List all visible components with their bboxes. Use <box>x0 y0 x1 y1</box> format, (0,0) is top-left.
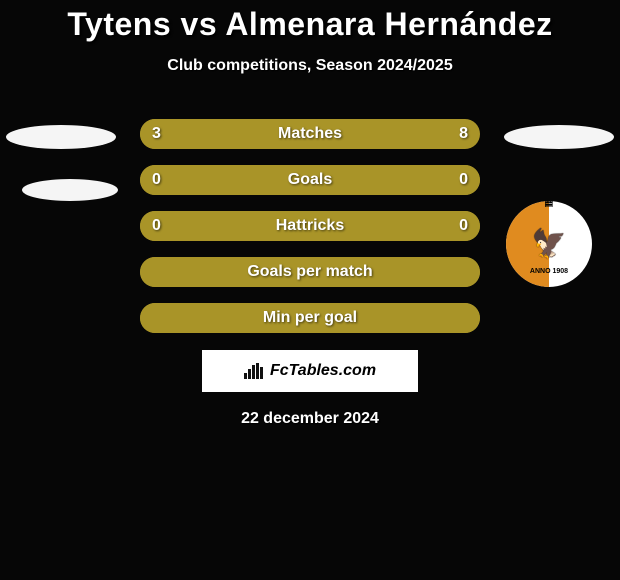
stat-bar-label: Goals <box>140 165 480 195</box>
footer-brand-box: FcTables.com <box>202 350 418 392</box>
stat-bar: Hattricks0 0 <box>140 211 480 241</box>
stat-bar: Matches3 8 <box>140 119 480 149</box>
footer-brand-text: FcTables.com <box>270 362 376 380</box>
stat-bar-right-value: 0 <box>459 165 468 195</box>
stat-bar-left-value: 3 <box>152 119 161 149</box>
stat-bar-right-value: 0 <box>459 211 468 241</box>
stat-bars: Matches38Goals00Hattricks00Goals per mat… <box>140 119 480 349</box>
stat-bar-label: Hattricks <box>140 211 480 241</box>
stat-bar-label: Goals per match <box>140 257 480 287</box>
stat-bar-label: Min per goal <box>140 303 480 333</box>
player1-name: Tytens <box>67 6 171 42</box>
bar-chart-icon <box>244 363 264 379</box>
player2-club-badge: ♛ 🦅 ANNO 1908 <box>506 201 592 287</box>
stat-bar: Goals per match <box>140 257 480 287</box>
stat-bar: Min per goal <box>140 303 480 333</box>
vs-label: vs <box>181 6 218 42</box>
crown-icon: ♛ <box>541 201 557 212</box>
player1-photo-placeholder <box>6 125 116 149</box>
subtitle: Club competitions, Season 2024/2025 <box>0 57 620 75</box>
comparison-title: Tytens vs Almenara Hernández <box>0 6 620 43</box>
stat-bar: Goals0 0 <box>140 165 480 195</box>
stat-bar-left-value: 0 <box>152 165 161 195</box>
player2-name: Almenara Hernández <box>225 6 552 42</box>
stat-bar-label: Matches <box>140 119 480 149</box>
stat-bar-left-value: 0 <box>152 211 161 241</box>
player2-photo-placeholder <box>504 125 614 149</box>
player1-club-placeholder <box>22 179 118 201</box>
club-badge-caption: ANNO 1908 <box>506 268 592 275</box>
stat-bar-right-value: 8 <box>459 119 468 149</box>
page-root: Tytens vs Almenara Hernández Club compet… <box>0 0 620 580</box>
eagle-icon: 🦅 <box>532 227 567 260</box>
date-label: 22 december 2024 <box>0 410 620 428</box>
